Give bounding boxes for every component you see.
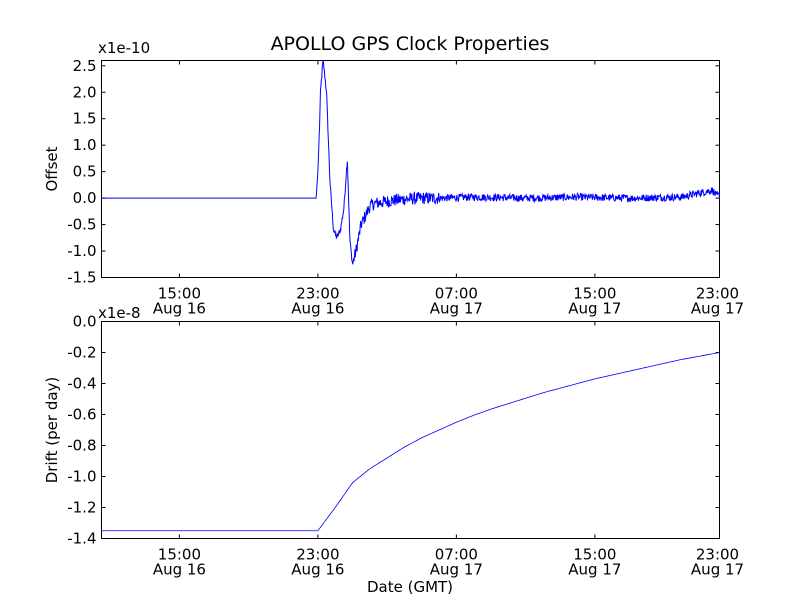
drift-x-tick-time: 15:00 [573,546,616,564]
drift-y-tick-label: -1.2 [67,499,96,517]
offset-x-tick-date: Aug 17 [691,300,744,318]
drift-x-tick-date: Aug 17 [691,561,744,579]
offset-y-tick-label: -0.5 [67,216,96,234]
drift-y-tick-label: -1.4 [67,530,96,548]
drift-y-tick-label: 0.0 [73,313,97,331]
drift-x-tick-date: Aug 17 [568,561,621,579]
offset-panel: -1.5-1.0-0.50.00.51.01.52.02.5 15:00Aug … [43,39,744,318]
offset-x-tick-date: Aug 17 [430,300,483,318]
drift-x-tick-date: Aug 17 [430,561,483,579]
drift-x-tick-time: 15:00 [158,546,201,564]
drift-plot-frame [101,321,720,539]
offset-x-tick-time: 07:00 [435,285,478,303]
drift-y-tick-label: -0.4 [67,375,96,393]
offset-y-axis-label: Offset [43,146,61,191]
offset-y-tick-label: 2.0 [73,83,97,101]
offset-y-tick-label: 2.5 [73,57,97,75]
offset-series-line [101,60,720,265]
offset-plot-frame [101,60,720,278]
drift-x-tick-date: Aug 16 [291,561,344,579]
offset-x-tick-date: Aug 17 [568,300,621,318]
drift-x-tick-date: Aug 16 [153,561,206,579]
x-axis-label: Date (GMT) [367,578,453,596]
offset-y-tick-label: 0.5 [73,163,97,181]
drift-y-tick-label: -0.8 [67,437,96,455]
drift-x-tick-time: 07:00 [435,546,478,564]
drift-y-tick-label: -1.0 [67,468,96,486]
offset-x-tick-time: 15:00 [158,285,201,303]
drift-x-tick-time: 23:00 [296,546,339,564]
offset-x-tick-time: 15:00 [573,285,616,303]
offset-y-tick-label: -1.0 [67,242,96,260]
drift-series-line [101,352,720,532]
offset-y-multiplier: x1e-10 [98,39,150,57]
drift-panel: -1.4-1.2-1.0-0.8-0.6-0.4-0.20.0 15:00Aug… [43,304,744,596]
offset-x-tick-date: Aug 16 [291,300,344,318]
drift-y-tick-label: -0.2 [67,344,96,362]
drift-y-multiplier: x1e-8 [98,304,141,322]
drift-y-tick-label: -0.6 [67,406,96,424]
offset-y-ticks: -1.5 -1.0 -0.5 0.0 0.5 1.0 1.5 2.0 2.5 [67,57,720,287]
offset-x-tick-time: 23:00 [696,285,739,303]
drift-y-ticks: -1.4 -1.2 -1.0 -0.8 -0.6 -0.4 -0.2 0.0 [67,313,720,548]
offset-x-tick-date: Aug 16 [153,300,206,318]
drift-x-tick-time: 23:00 [696,546,739,564]
offset-x-tick-time: 23:00 [296,285,339,303]
offset-y-tick-label: 1.0 [73,136,97,154]
drift-y-axis-label: Drift (per day) [43,377,61,484]
chart-title: APOLLO GPS Clock Properties [271,33,550,55]
offset-y-tick-label: 1.5 [73,110,97,128]
offset-y-tick-label: 0.0 [73,189,97,207]
offset-y-tick-label: -1.5 [67,269,96,287]
